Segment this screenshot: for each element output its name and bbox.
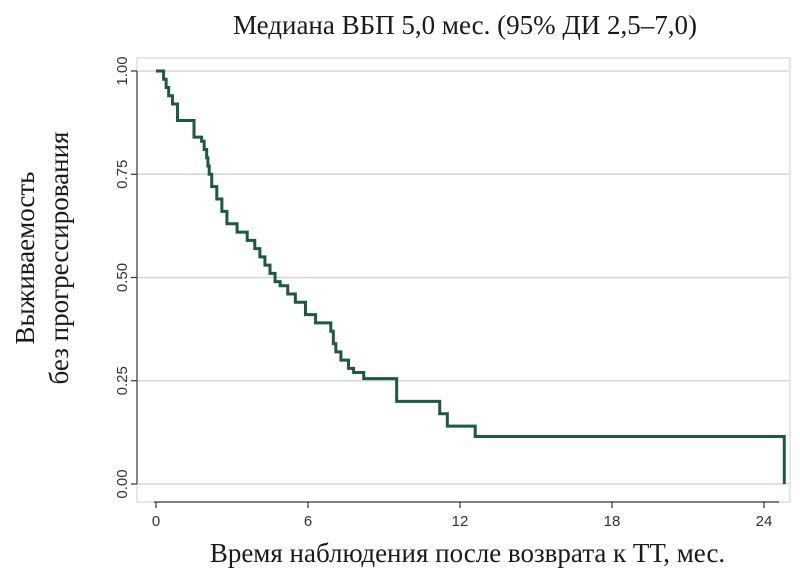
x-tick-label: 6 (304, 513, 312, 530)
x-tick-label: 0 (152, 513, 160, 530)
y-tick-label: 0.75 (114, 160, 131, 189)
plot-frame (136, 57, 791, 503)
x-tick-label: 18 (604, 513, 621, 530)
y-tick-label: 0.00 (114, 469, 131, 498)
x-axis-label: Время наблюдения после возврата к ТТ, ме… (209, 538, 726, 568)
x-tick-label: 12 (452, 513, 469, 530)
x-tick-label: 24 (756, 513, 773, 530)
y-ticks: 0.00 0.25 0.50 0.75 1.00 (114, 56, 137, 499)
survival-curve (156, 69, 786, 484)
y-tick-label: 0.50 (114, 263, 131, 292)
y-tick-label: 0.25 (114, 366, 131, 395)
y-tick-label: 1.00 (114, 56, 131, 85)
x-ticks: 0 6 12 18 24 (152, 502, 773, 530)
chart-title: Медиана ВБП 5,0 мес. (95% ДИ 2,5–7,0) (232, 10, 697, 40)
grid-lines (138, 70, 789, 485)
